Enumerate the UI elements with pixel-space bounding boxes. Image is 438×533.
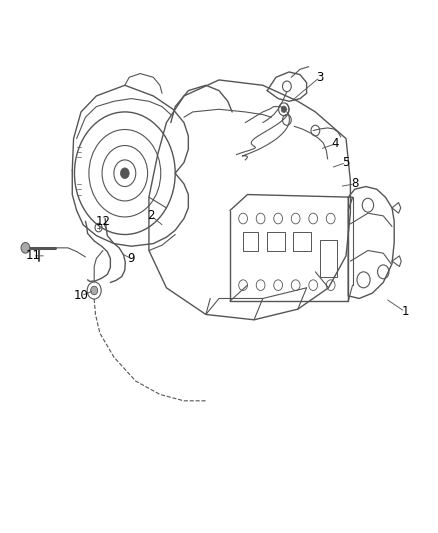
Circle shape (120, 168, 129, 179)
Text: 1: 1 (401, 305, 409, 318)
Text: 8: 8 (351, 177, 358, 190)
Text: 10: 10 (74, 289, 88, 302)
Text: 4: 4 (331, 138, 339, 150)
Circle shape (281, 106, 286, 112)
Text: 9: 9 (127, 252, 135, 265)
Text: 2: 2 (147, 209, 155, 222)
Text: 3: 3 (316, 71, 323, 84)
Circle shape (21, 243, 30, 253)
Text: 11: 11 (25, 249, 40, 262)
Text: 5: 5 (343, 156, 350, 169)
Circle shape (91, 286, 98, 295)
Text: 12: 12 (95, 215, 110, 228)
